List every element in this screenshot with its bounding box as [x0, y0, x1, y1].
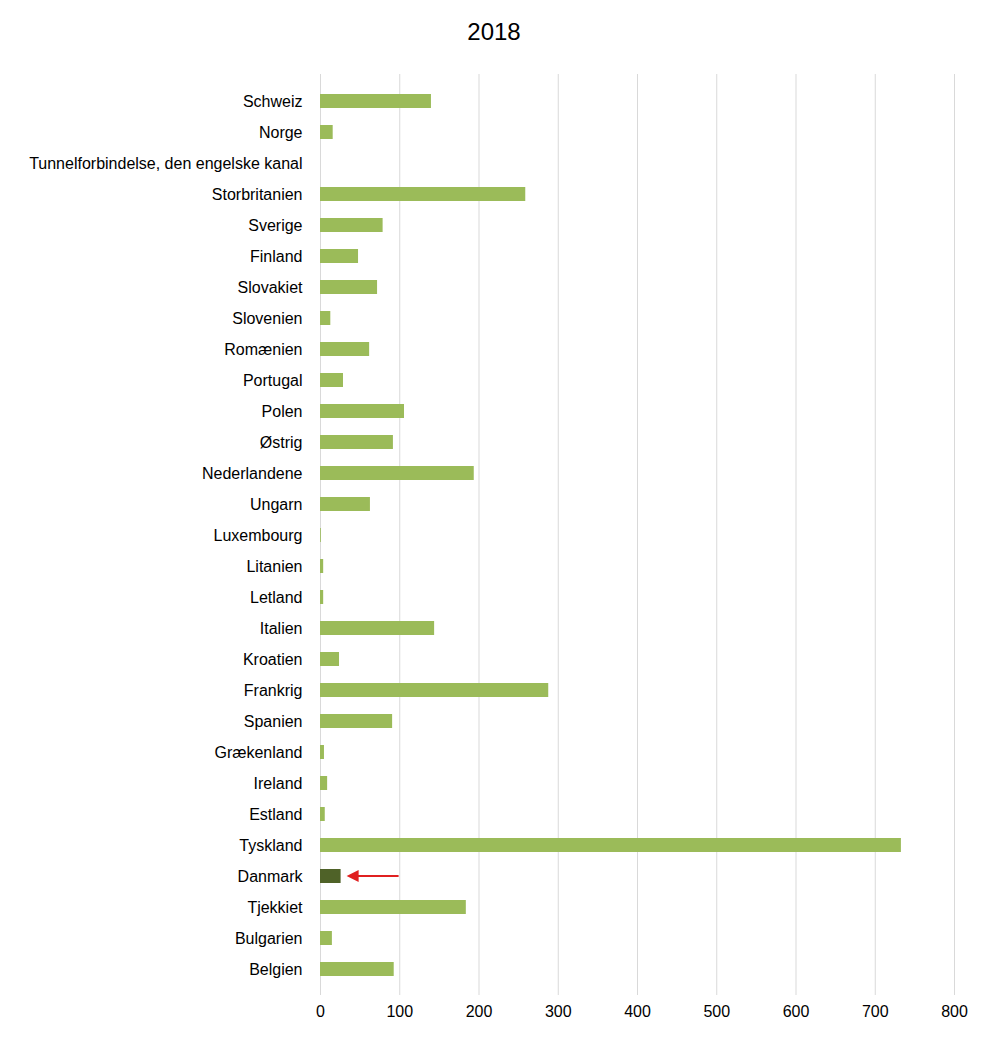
svg-text:Estland: Estland [249, 806, 302, 823]
svg-text:Danmark: Danmark [238, 868, 304, 885]
svg-text:500: 500 [703, 1003, 730, 1020]
svg-text:800: 800 [941, 1003, 968, 1020]
svg-text:Østrig: Østrig [260, 434, 303, 451]
svg-text:Litanien: Litanien [246, 558, 302, 575]
svg-text:Tyskland: Tyskland [239, 837, 302, 854]
svg-text:Polen: Polen [262, 403, 303, 420]
svg-text:Portugal: Portugal [243, 372, 303, 389]
svg-text:Italien: Italien [260, 620, 303, 637]
svg-text:Storbritanien: Storbritanien [212, 186, 303, 203]
svg-text:Belgien: Belgien [249, 961, 302, 978]
svg-text:Finland: Finland [250, 248, 302, 265]
svg-text:Sverige: Sverige [248, 217, 302, 234]
svg-text:Letland: Letland [250, 589, 303, 606]
svg-text:Bulgarien: Bulgarien [235, 930, 303, 947]
svg-text:Slovenien: Slovenien [232, 310, 302, 327]
svg-text:Luxembourg: Luxembourg [214, 527, 303, 544]
svg-text:Grækenland: Grækenland [214, 744, 302, 761]
svg-text:300: 300 [545, 1003, 572, 1020]
svg-text:Kroatien: Kroatien [243, 651, 303, 668]
svg-text:Frankrig: Frankrig [244, 682, 303, 699]
svg-text:Ungarn: Ungarn [250, 496, 302, 513]
svg-text:Ireland: Ireland [254, 775, 303, 792]
svg-text:200: 200 [466, 1003, 493, 1020]
svg-text:Nederlandene: Nederlandene [202, 465, 303, 482]
html-text:2018: 2018 [467, 18, 521, 45]
svg-text:Schweiz: Schweiz [243, 93, 303, 110]
svg-text:Slovakiet: Slovakiet [238, 279, 303, 296]
svg-text:Tjekkiet: Tjekkiet [247, 899, 303, 916]
svg-text:0: 0 [316, 1003, 325, 1020]
svg-text:Tunnelforbindelse, den engelsk: Tunnelforbindelse, den engelske kanal [29, 155, 302, 172]
svg-text:Norge: Norge [259, 124, 303, 141]
svg-text:700: 700 [862, 1003, 889, 1020]
svg-text:Romænien: Romænien [224, 341, 302, 358]
svg-text:100: 100 [386, 1003, 413, 1020]
svg-text:Spanien: Spanien [244, 713, 303, 730]
svg-text:600: 600 [783, 1003, 810, 1020]
svg-text:400: 400 [624, 1003, 651, 1020]
